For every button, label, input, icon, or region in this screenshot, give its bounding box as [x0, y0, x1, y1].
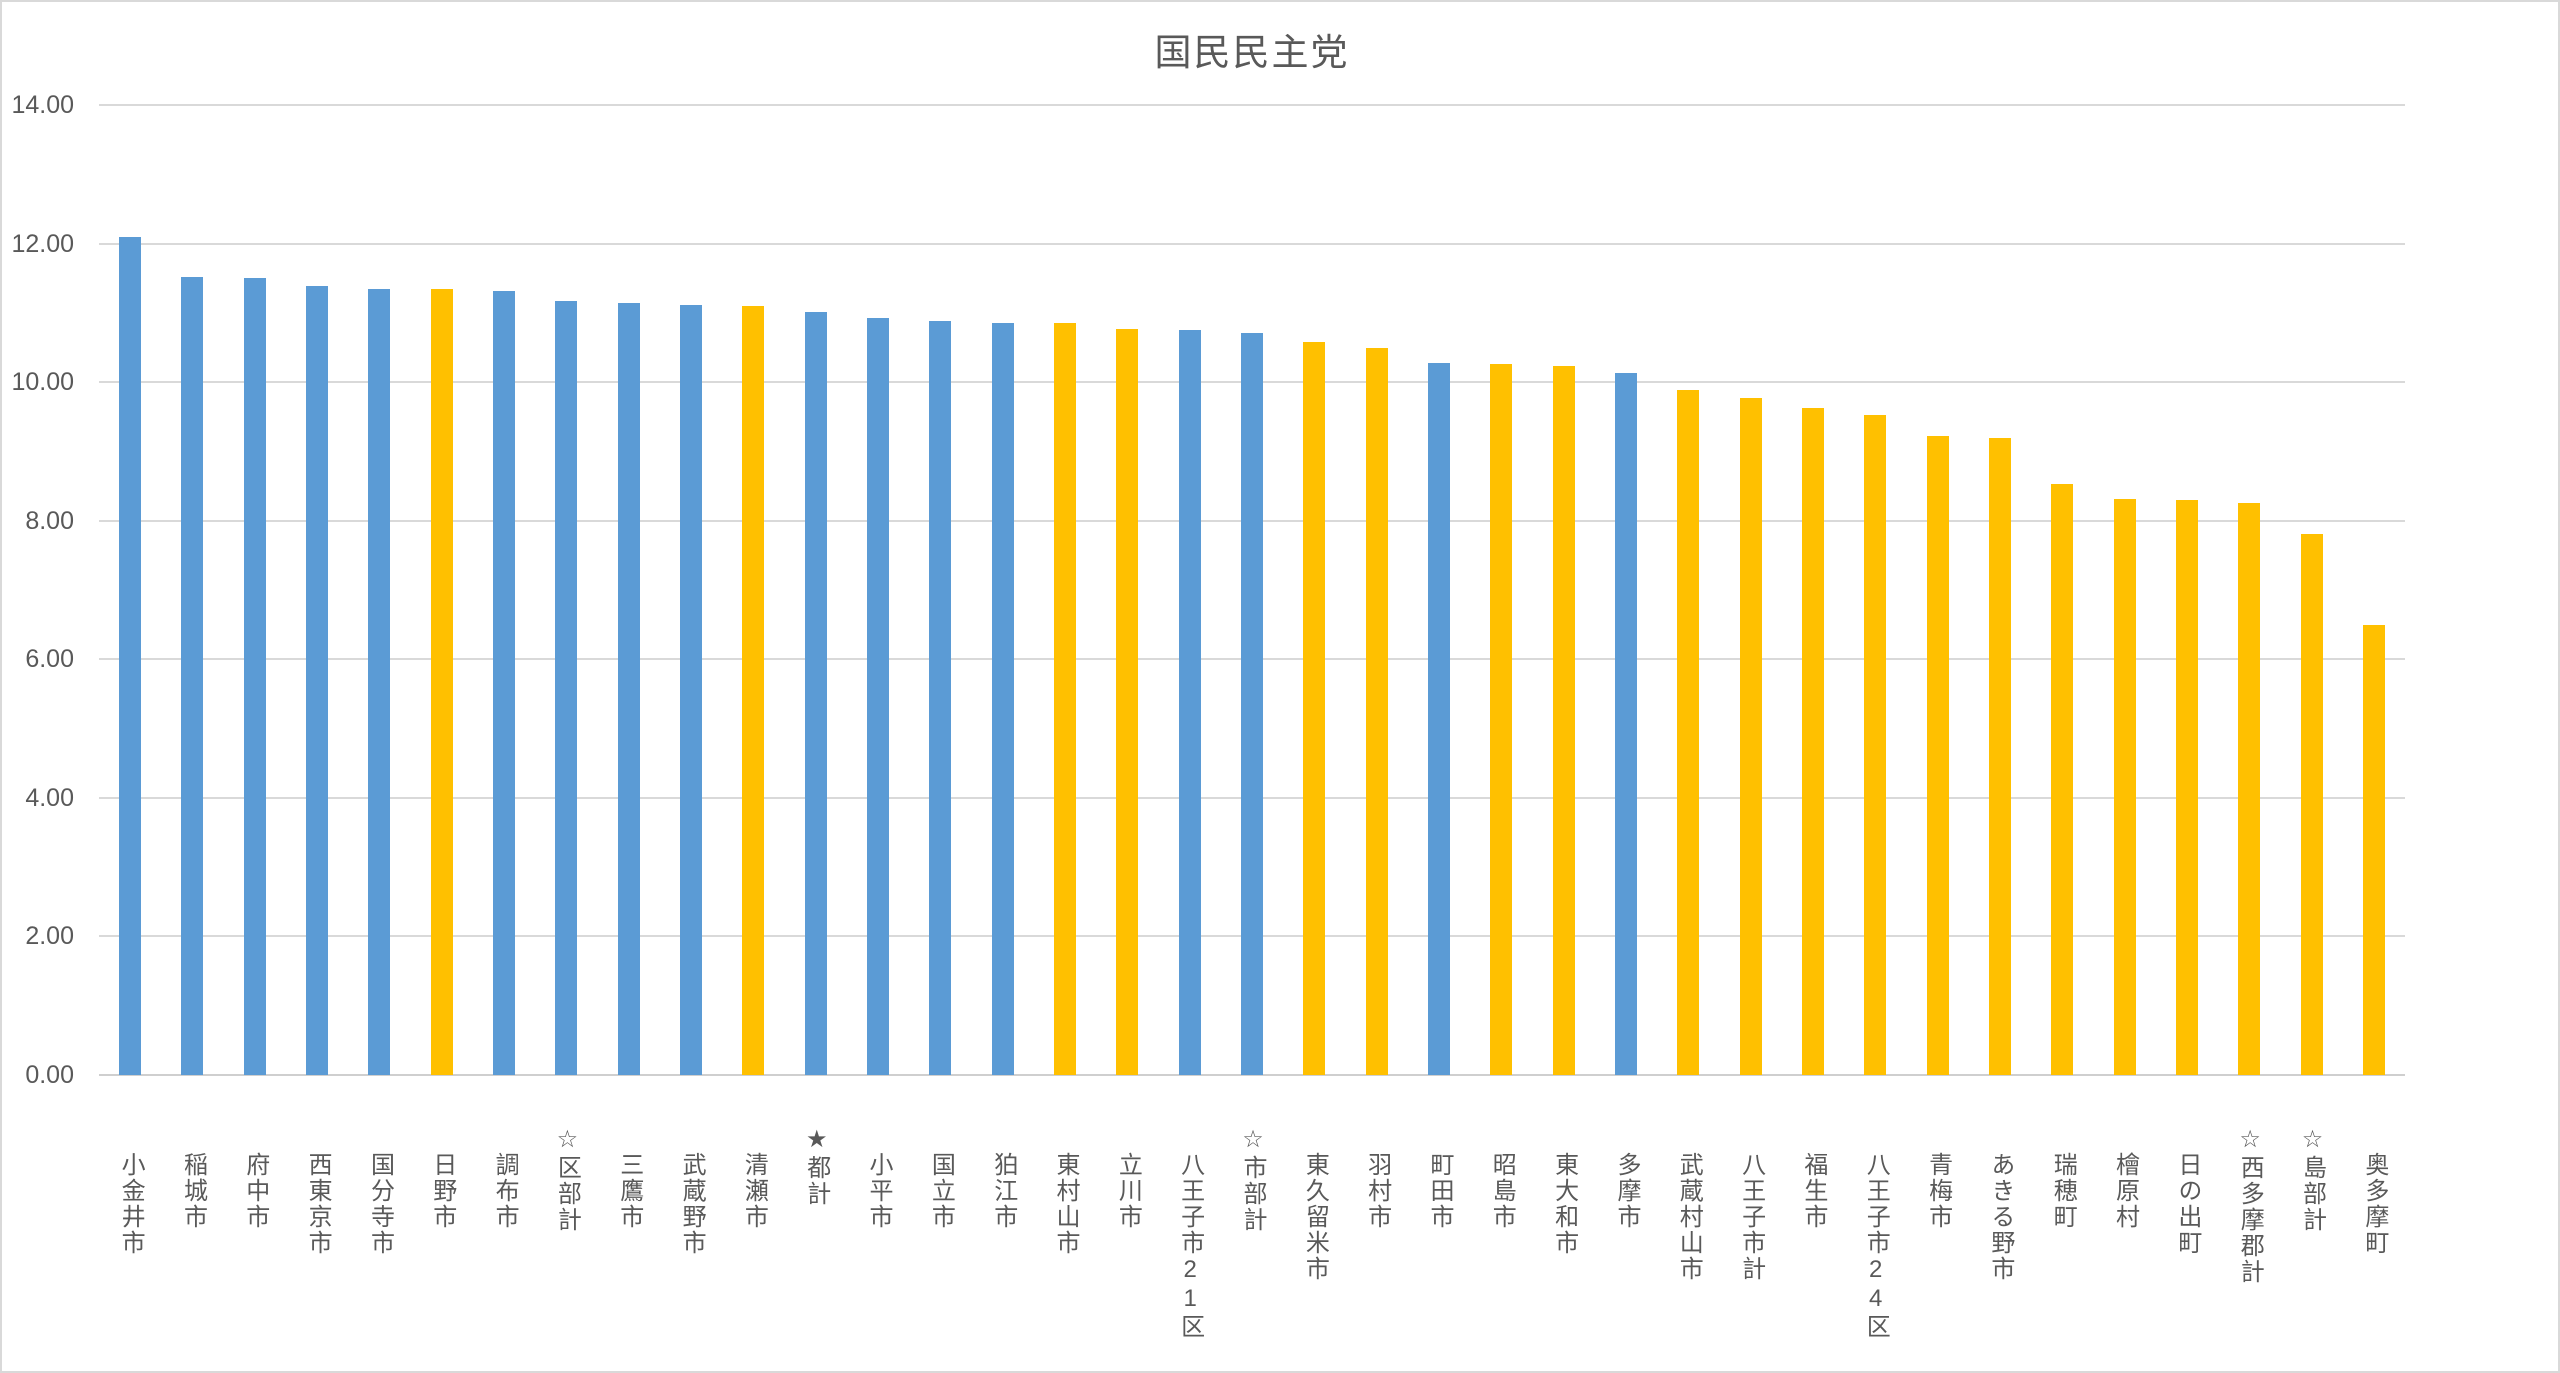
bar-多摩市: [1614, 373, 1637, 1075]
y-axis-tick-label: 6.00: [25, 645, 74, 674]
x-axis-label: 町田市: [1425, 1152, 1453, 1230]
x-axis-label: 檜原村: [2111, 1152, 2139, 1230]
bar-☆島部計: [2300, 533, 2323, 1075]
x-axis-label: ☆西多摩郡計: [2236, 1125, 2264, 1285]
bar-羽村市: [1365, 348, 1388, 1075]
bar-☆市部計: [1241, 332, 1263, 1075]
x-axis-label: 国立市: [927, 1152, 955, 1230]
bar-日の出町: [2175, 499, 2198, 1075]
x-axis-label: 西東京市: [304, 1152, 332, 1256]
bar-檜原村: [2113, 499, 2136, 1075]
x-axis-label: 小金井市: [117, 1152, 145, 1256]
bar-昭島市: [1490, 364, 1513, 1075]
x-axis-label: あきる野市: [1986, 1152, 2014, 1282]
bar-★都計: [804, 312, 827, 1075]
bar-府中市: [243, 277, 266, 1075]
x-axis-line: [99, 1074, 2405, 1076]
x-axis-label: 羽村市: [1363, 1152, 1391, 1230]
bar-福生市: [1801, 408, 1824, 1075]
x-axis-label: 稲城市: [179, 1152, 207, 1230]
x-axis-label: 武蔵野市: [678, 1152, 706, 1256]
bar-日野市: [430, 289, 453, 1075]
x-axis-label: 福生市: [1799, 1152, 1827, 1230]
y-axis-tick-label: 14.00: [11, 91, 74, 119]
y-axis-tick-label: 4.00: [25, 783, 74, 812]
bar-三鷹市: [617, 303, 640, 1075]
x-axis-label: 立川市: [1114, 1152, 1142, 1230]
bar-東大和市: [1552, 365, 1575, 1075]
gridline-14.00: [99, 104, 2405, 106]
x-axis-label: ★都計: [802, 1125, 830, 1207]
x-axis-label: 小平市: [865, 1152, 893, 1230]
bar-奥多摩町: [2362, 625, 2385, 1075]
x-axis-label: 日の出町: [2173, 1152, 2201, 1256]
y-axis-tick-label: 12.00: [11, 229, 74, 258]
bar-武蔵野市: [680, 305, 703, 1075]
x-axis-label: 清瀬市: [740, 1152, 768, 1230]
bar-小平市: [867, 318, 890, 1075]
bar-国立市: [929, 321, 952, 1075]
x-axis-label: ☆区部計: [553, 1125, 581, 1233]
x-axis-label: 八王子市24区: [1862, 1152, 1890, 1340]
y-axis-tick-label: 2.00: [25, 922, 74, 951]
bar-武蔵村山市: [1677, 390, 1700, 1075]
x-axis-label: 東大和市: [1550, 1152, 1578, 1256]
bar-西東京市: [306, 285, 329, 1075]
x-axis-label: 調布市: [491, 1152, 519, 1230]
bar-瑞穂町: [2051, 483, 2074, 1075]
x-axis-label: 東村山市: [1052, 1152, 1080, 1256]
bar-立川市: [1116, 329, 1139, 1075]
bar-八王子市24区: [1864, 415, 1887, 1075]
bar-八王子市21区: [1178, 330, 1201, 1075]
chart-title: 国民民主党: [1154, 32, 1350, 73]
bar-あきる野市: [1988, 438, 2011, 1075]
bar-清瀬市: [742, 305, 765, 1075]
x-axis-label: 八王子市21区: [1176, 1152, 1204, 1340]
x-axis-label: 奥多摩町: [2360, 1152, 2388, 1256]
x-axis-label: 瑞穂町: [2049, 1152, 2077, 1230]
bar-稲城市: [181, 276, 204, 1075]
bar-東村山市: [1054, 323, 1077, 1075]
bar-☆区部計: [555, 301, 578, 1075]
bar-小金井市: [119, 236, 142, 1075]
x-axis-label: 府中市: [241, 1152, 269, 1230]
y-axis-tick-label: 8.00: [25, 506, 74, 535]
bar-☆西多摩郡計: [2238, 502, 2261, 1075]
y-axis-tick-label: 10.00: [11, 368, 74, 397]
bar-東久留米市: [1303, 341, 1326, 1075]
x-axis-label: 国分寺市: [366, 1152, 394, 1256]
x-axis-label: 八王子市計: [1737, 1152, 1765, 1282]
x-axis-label: 青梅市: [1924, 1152, 1952, 1230]
x-axis-label: 三鷹市: [615, 1152, 643, 1230]
bar-調布市: [493, 290, 516, 1075]
bar-八王子市計: [1739, 398, 1762, 1075]
bar-狛江市: [991, 322, 1014, 1075]
bar-青梅市: [1926, 436, 1949, 1075]
x-axis-label: ☆市部計: [1239, 1125, 1266, 1233]
gridline-12.00: [99, 242, 2405, 245]
x-axis-label: 狛江市: [989, 1152, 1017, 1230]
x-axis-label: 多摩市: [1612, 1152, 1640, 1230]
y-axis-tick-label: 0.00: [25, 1061, 74, 1089]
x-axis-label: 東久留米市: [1301, 1152, 1329, 1282]
x-axis-label: ☆島部計: [2298, 1125, 2326, 1233]
x-axis-label: 昭島市: [1488, 1152, 1516, 1230]
bar-国分寺市: [368, 289, 391, 1075]
bar-町田市: [1427, 363, 1450, 1075]
x-axis-label: 日野市: [428, 1152, 456, 1230]
x-axis-label: 武蔵村山市: [1675, 1152, 1703, 1282]
